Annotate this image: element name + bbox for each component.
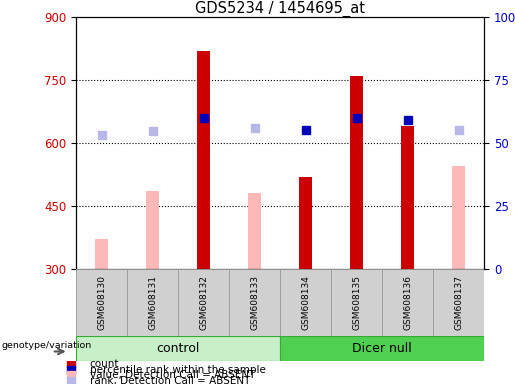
FancyBboxPatch shape bbox=[178, 269, 229, 336]
Bar bbox=[350, 76, 363, 269]
Text: GSM608136: GSM608136 bbox=[403, 275, 412, 330]
FancyBboxPatch shape bbox=[76, 269, 127, 336]
Text: GSM608134: GSM608134 bbox=[301, 275, 310, 330]
Text: percentile rank within the sample: percentile rank within the sample bbox=[90, 364, 266, 375]
FancyBboxPatch shape bbox=[280, 336, 484, 361]
Text: GSM608130: GSM608130 bbox=[97, 275, 106, 330]
FancyBboxPatch shape bbox=[229, 269, 280, 336]
Bar bbox=[248, 194, 261, 269]
FancyBboxPatch shape bbox=[127, 269, 178, 336]
FancyBboxPatch shape bbox=[280, 269, 331, 336]
Text: GSM608131: GSM608131 bbox=[148, 275, 157, 330]
FancyBboxPatch shape bbox=[331, 269, 382, 336]
FancyBboxPatch shape bbox=[76, 336, 280, 361]
Text: rank, Detection Call = ABSENT: rank, Detection Call = ABSENT bbox=[90, 376, 250, 384]
Text: Dicer null: Dicer null bbox=[352, 342, 412, 355]
FancyBboxPatch shape bbox=[382, 269, 433, 336]
Bar bbox=[299, 177, 312, 269]
Text: GSM608133: GSM608133 bbox=[250, 275, 259, 330]
Title: GDS5234 / 1454695_at: GDS5234 / 1454695_at bbox=[195, 1, 365, 17]
Bar bbox=[452, 166, 465, 269]
Text: GSM608135: GSM608135 bbox=[352, 275, 361, 330]
Bar bbox=[401, 126, 414, 269]
Text: genotype/variation: genotype/variation bbox=[2, 341, 92, 350]
Bar bbox=[95, 240, 108, 269]
Text: count: count bbox=[90, 359, 119, 369]
Text: GSM608132: GSM608132 bbox=[199, 275, 208, 330]
Text: value, Detection Call = ABSENT: value, Detection Call = ABSENT bbox=[90, 370, 255, 381]
Bar bbox=[197, 51, 210, 269]
Bar bbox=[146, 191, 159, 269]
Text: control: control bbox=[157, 342, 200, 355]
Text: GSM608137: GSM608137 bbox=[454, 275, 463, 330]
FancyBboxPatch shape bbox=[433, 269, 484, 336]
